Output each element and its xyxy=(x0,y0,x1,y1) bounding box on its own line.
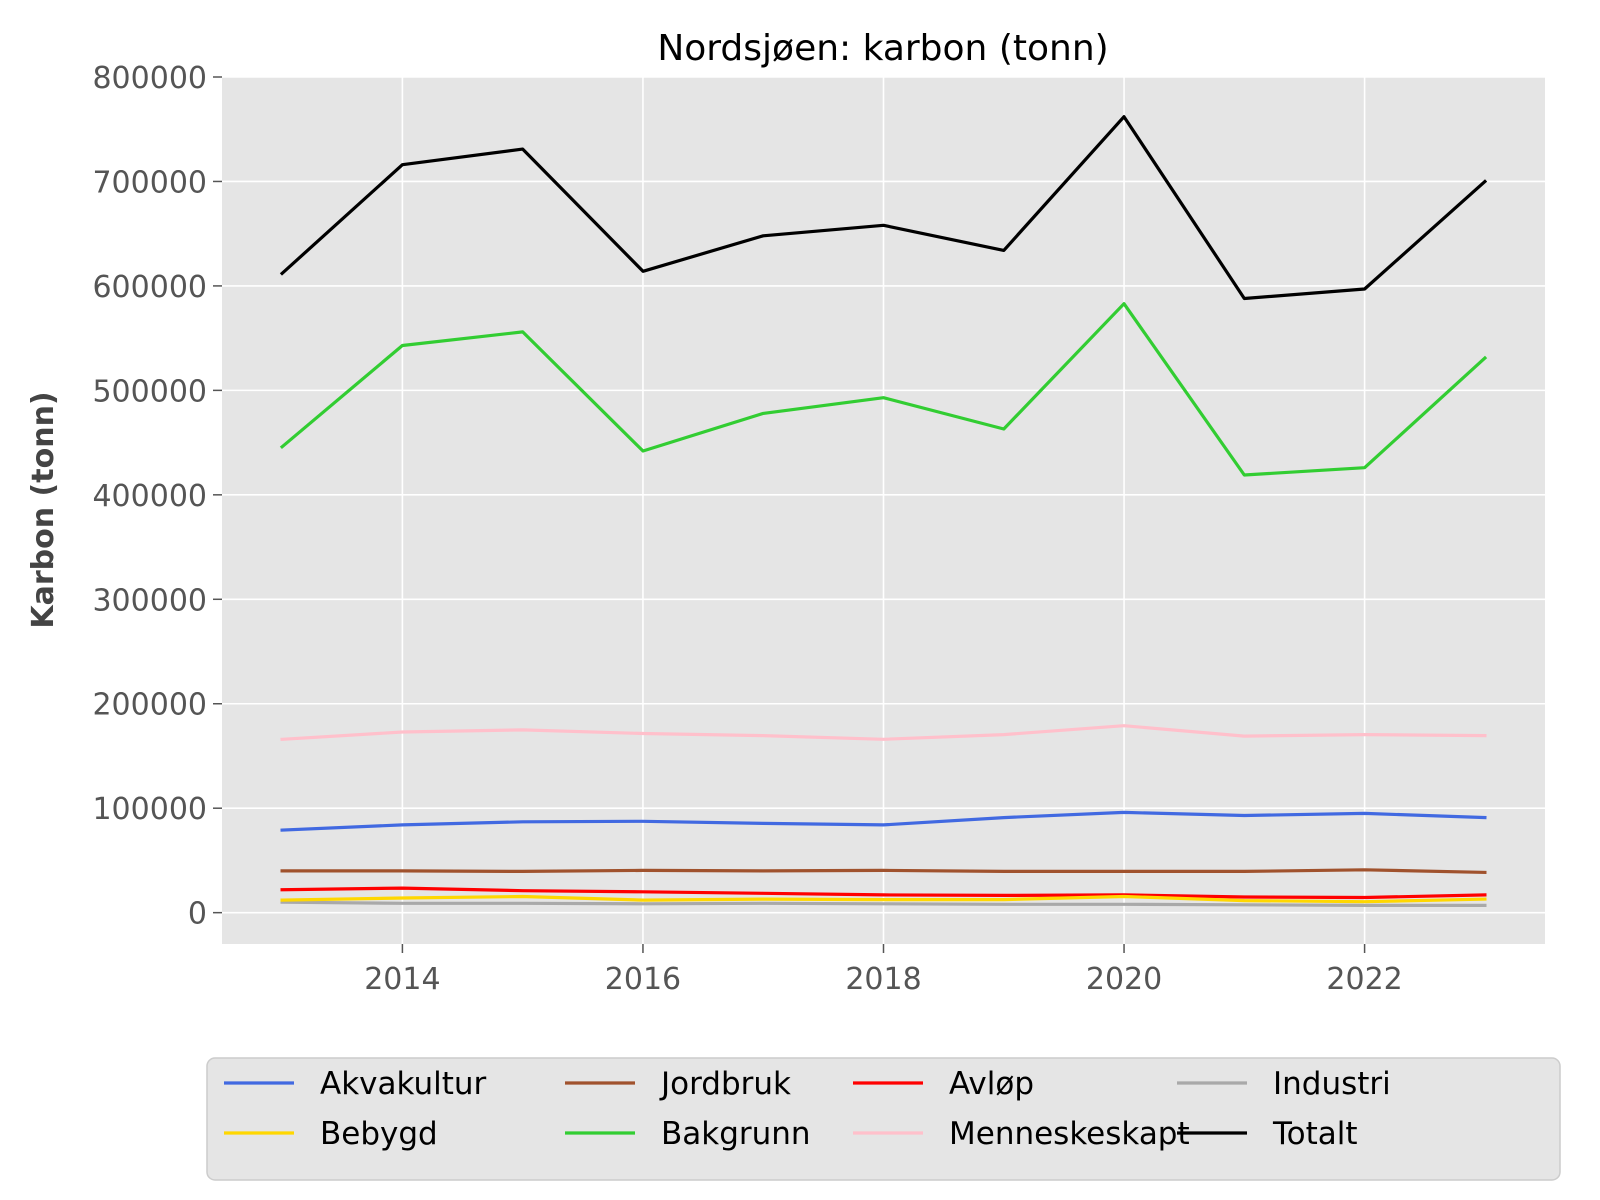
legend-label: Avløp xyxy=(949,1066,1034,1102)
x-tick-label: 2022 xyxy=(1326,962,1402,997)
series-line-akvakultur xyxy=(280,810,1487,832)
legend-label: Totalt xyxy=(1272,1116,1358,1152)
series-line-jordbruk xyxy=(280,868,1487,875)
x-axis-ticks: 2014 2016 2018 2020 2022 xyxy=(364,944,1403,997)
x-tick-label: 2018 xyxy=(845,962,921,997)
legend-item-akvakultur: Akvakultur xyxy=(224,1066,487,1102)
y-tick-label: 500000 xyxy=(92,374,207,409)
y-tick-label: 700000 xyxy=(92,165,207,200)
legend-label: Jordbruk xyxy=(659,1066,791,1102)
legend-label: Industri xyxy=(1273,1066,1391,1102)
series-line-totalt xyxy=(279,115,1488,301)
y-tick-label: 400000 xyxy=(92,479,207,514)
y-tick-label: 200000 xyxy=(92,688,207,723)
series-line-bakgrunn xyxy=(279,302,1488,477)
series-line-menneskeskapt xyxy=(280,724,1487,741)
legend-label: Bebygd xyxy=(320,1116,438,1152)
grid-lines xyxy=(222,76,1545,944)
series-lines xyxy=(279,115,1488,908)
legend-label: Menneskeskapt xyxy=(949,1116,1190,1152)
y-axis-ticks: 0 100000 200000 300000 400000 500000 600000 700… xyxy=(92,61,222,932)
series-line-bebygd xyxy=(280,894,1487,904)
legend-item-avløp: Avløp xyxy=(853,1066,1034,1102)
legend-item-jordbruk: Jordbruk xyxy=(565,1066,791,1102)
chart-title: Nordsjøen: karbon (tonn) xyxy=(657,28,1108,69)
x-tick-label: 2020 xyxy=(1086,962,1162,997)
y-tick-label: 600000 xyxy=(92,270,207,305)
legend-item-industri: Industri xyxy=(1177,1066,1391,1102)
y-tick-label: 100000 xyxy=(92,792,207,827)
legend-item-totalt: Totalt xyxy=(1177,1116,1358,1152)
legend-label: Akvakultur xyxy=(320,1066,487,1102)
x-tick-label: 2016 xyxy=(605,962,681,997)
series-line-industri xyxy=(280,900,1487,908)
legend-item-menneskeskapt: Menneskeskapt xyxy=(853,1116,1190,1152)
legend-item-bebygd: Bebygd xyxy=(224,1116,438,1152)
y-tick-label: 300000 xyxy=(92,583,207,618)
y-tick-label: 800000 xyxy=(92,61,207,96)
legend-box xyxy=(206,1057,1561,1181)
series-line-avløp xyxy=(280,886,1487,900)
y-tick-label: 0 xyxy=(188,897,207,932)
legend-label: Bakgrunn xyxy=(661,1116,811,1152)
y-axis-label: Karbon (tonn) xyxy=(26,391,61,628)
legend-item-bakgrunn: Bakgrunn xyxy=(565,1116,811,1152)
legend: Akvakultur Jordbruk Avløp Industri Bebygd Bak… xyxy=(206,1057,1561,1181)
x-tick-label: 2014 xyxy=(364,962,440,997)
